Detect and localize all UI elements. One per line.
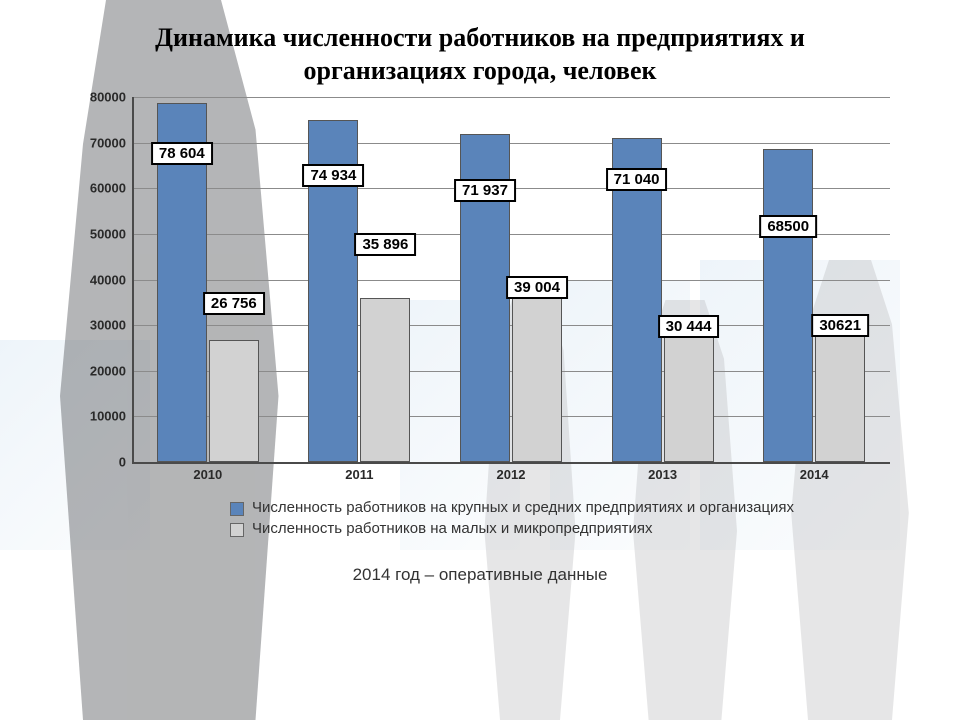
y-tick-label: 80000 (70, 90, 126, 105)
x-tick-label: 2014 (800, 467, 829, 482)
category-group: 71 040 30 444 (587, 97, 739, 462)
y-tick-label: 70000 (70, 135, 126, 150)
bar-small-enterprises (209, 340, 259, 462)
category-group: 71 937 39 004 (435, 97, 587, 462)
slide: Динамика численности работников на предп… (0, 0, 960, 720)
bar-large-enterprises (763, 149, 813, 462)
category-group: 74 934 35 896 (284, 97, 436, 462)
bar-small-enterprises (360, 298, 410, 462)
value-label: 74 934 (302, 164, 364, 187)
y-tick-label: 60000 (70, 181, 126, 196)
y-tick-label: 0 (70, 455, 126, 470)
x-tick-label: 2012 (497, 467, 526, 482)
y-tick-label: 40000 (70, 272, 126, 287)
category-group: 68500 30621 (738, 97, 890, 462)
x-tick-label: 2011 (345, 467, 373, 482)
bar-small-enterprises (664, 323, 714, 462)
value-label: 71 040 (606, 168, 668, 191)
legend-label-large: Численность работников на крупных и сред… (252, 499, 794, 518)
employee-count-chart: 78 604 26 756 74 934 35 896 71 937 39 004 71 0… (70, 97, 890, 497)
legend-swatch-large (230, 502, 244, 516)
x-tick-label: 2013 (648, 467, 677, 482)
value-label: 30 444 (658, 315, 720, 338)
value-label: 71 937 (454, 179, 516, 202)
bar-small-enterprises (815, 322, 865, 462)
bar-small-enterprises (512, 284, 562, 462)
value-label: 39 004 (506, 276, 568, 299)
legend-label-small: Численность работников на малых и микроп… (252, 520, 652, 539)
slide-title: Динамика численности работников на предп… (80, 22, 880, 87)
legend-item-small-enterprises: Численность работников на малых и микроп… (230, 520, 910, 539)
category-group: 78 604 26 756 (132, 97, 284, 462)
legend-item-large-enterprises: Численность работников на крупных и сред… (230, 499, 910, 518)
y-tick-label: 10000 (70, 409, 126, 424)
footnote: 2014 год – оперативные данные (40, 565, 920, 585)
y-tick-label: 30000 (70, 318, 126, 333)
y-tick-label: 50000 (70, 226, 126, 241)
plot-area: 78 604 26 756 74 934 35 896 71 937 39 004 71 0… (132, 97, 890, 462)
value-label: 26 756 (203, 292, 265, 315)
legend-swatch-small (230, 523, 244, 537)
value-label: 35 896 (354, 233, 416, 256)
x-tick-label: 2010 (193, 467, 222, 482)
x-axis (132, 462, 890, 464)
value-label: 78 604 (151, 142, 213, 165)
value-label: 30621 (811, 314, 869, 337)
value-label: 68500 (759, 215, 817, 238)
y-tick-label: 20000 (70, 363, 126, 378)
legend: Численность работников на крупных и сред… (230, 499, 910, 539)
